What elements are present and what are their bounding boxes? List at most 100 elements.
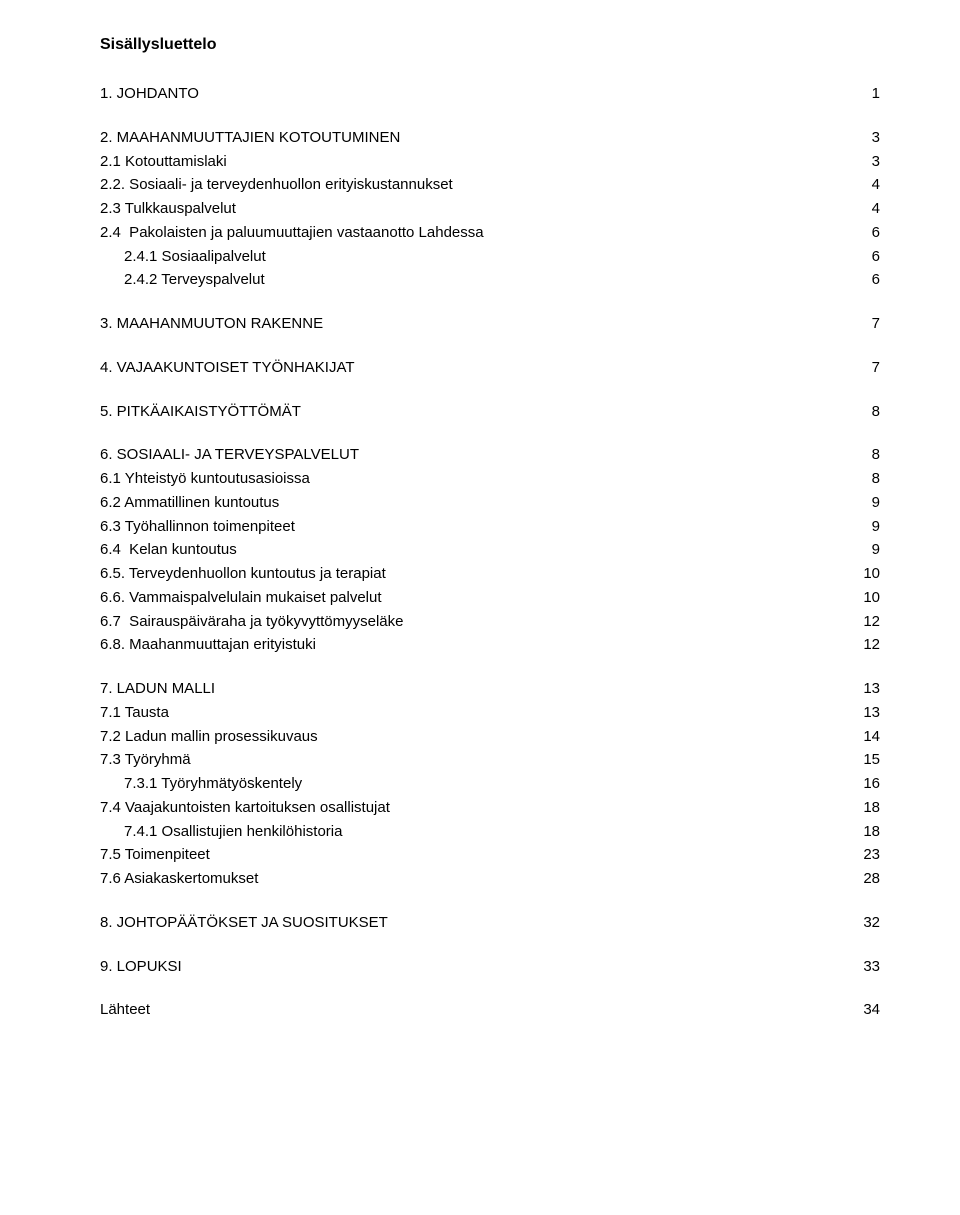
toc-entry: 2.1 Kotouttamislaki3 <box>100 150 880 174</box>
toc-entry-label: 6.8. Maahanmuuttajan erityistuki <box>100 634 840 656</box>
toc-entry-label: 6.3 Työhallinnon toimenpiteet <box>100 516 840 538</box>
toc-entry-page: 12 <box>840 634 880 656</box>
toc-entry-label: 3. MAAHANMUUTON RAKENNE <box>100 313 840 335</box>
section-spacer <box>100 657 880 677</box>
toc-entry-page: 8 <box>840 444 880 466</box>
toc-entry: 7.2 Ladun mallin prosessikuvaus14 <box>100 725 880 749</box>
toc-entry: 2.4 Pakolaisten ja paluumuuttajien vasta… <box>100 221 880 245</box>
section-spacer <box>100 380 880 400</box>
toc-entry-page: 1 <box>840 83 880 105</box>
toc-entry-label: 6.2 Ammatillinen kuntoutus <box>100 492 840 514</box>
toc-entry: 6.5. Terveydenhuollon kuntoutus ja terap… <box>100 562 880 586</box>
toc-entry: 5. PITKÄAIKAISTYÖTTÖMÄT8 <box>100 400 880 424</box>
toc-entry: 7.3.1 Työryhmätyöskentely16 <box>100 772 880 796</box>
toc-entry-page: 18 <box>840 821 880 843</box>
toc-entry-page: 3 <box>840 151 880 173</box>
toc-entry: 7.1 Tausta13 <box>100 701 880 725</box>
toc-entry-label: 6.7 Sairauspäiväraha ja työkyvyttömyysel… <box>100 611 840 633</box>
toc-entry-page: 12 <box>840 611 880 633</box>
toc-entry-page: 8 <box>840 468 880 490</box>
toc-entry-page: 13 <box>840 678 880 700</box>
toc-entry-page: 16 <box>840 773 880 795</box>
toc-entry-label: 2.4.1 Sosiaalipalvelut <box>124 246 840 268</box>
toc-entry-label: 2.2. Sosiaali- ja terveydenhuollon erity… <box>100 174 840 196</box>
toc-entry: 2. MAAHANMUUTTAJIEN KOTOUTUMINEN3 <box>100 126 880 150</box>
toc-entry: 7.3 Työryhmä15 <box>100 748 880 772</box>
toc-entry-label: 7. LADUN MALLI <box>100 678 840 700</box>
toc-entry-page: 13 <box>840 702 880 724</box>
toc-entry-label: 7.4 Vaajakuntoisten kartoituksen osallis… <box>100 797 840 819</box>
toc-entry-label: 7.1 Tausta <box>100 702 840 724</box>
toc-entry-label: 1. JOHDANTO <box>100 83 840 105</box>
toc-entry: 2.4.2 Terveyspalvelut6 <box>100 268 880 292</box>
toc-entry: 6.1 Yhteistyö kuntoutusasioissa8 <box>100 467 880 491</box>
toc-entry-label: 2.1 Kotouttamislaki <box>100 151 840 173</box>
toc-entry-page: 9 <box>840 516 880 538</box>
toc-entry-page: 9 <box>840 539 880 561</box>
toc-entry-page: 6 <box>840 269 880 291</box>
toc-entry: 6.6. Vammaispalvelulain mukaiset palvelu… <box>100 586 880 610</box>
toc-entry-page: 7 <box>840 357 880 379</box>
toc-entry: 7. LADUN MALLI13 <box>100 677 880 701</box>
toc-entry-label: 2.3 Tulkkauspalvelut <box>100 198 840 220</box>
toc-entry-page: 4 <box>840 198 880 220</box>
toc-entry: 7.4.1 Osallistujien henkilöhistoria18 <box>100 820 880 844</box>
toc-entry: 7.5 Toimenpiteet23 <box>100 843 880 867</box>
section-spacer <box>100 292 880 312</box>
toc-entry-label: 7.6 Asiakaskertomukset <box>100 868 840 890</box>
toc-entry: 1. JOHDANTO1 <box>100 82 880 106</box>
toc-entry-label: 7.3 Työryhmä <box>100 749 840 771</box>
toc-entry-page: 6 <box>840 222 880 244</box>
toc-entry-label: 5. PITKÄAIKAISTYÖTTÖMÄT <box>100 401 840 423</box>
toc-entry-page: 9 <box>840 492 880 514</box>
toc-entry-page: 23 <box>840 844 880 866</box>
toc-entry-page: 28 <box>840 868 880 890</box>
toc-entry-label: 8. JOHTOPÄÄTÖKSET JA SUOSITUKSET <box>100 912 840 934</box>
toc-container: 1. JOHDANTO12. MAAHANMUUTTAJIEN KOTOUTUM… <box>100 82 880 1022</box>
toc-entry-label: 9. LOPUKSI <box>100 956 840 978</box>
toc-entry: 7.6 Asiakaskertomukset28 <box>100 867 880 891</box>
toc-entry: 4. VAJAAKUNTOISET TYÖNHAKIJAT7 <box>100 356 880 380</box>
toc-entry: 6.4 Kelan kuntoutus9 <box>100 538 880 562</box>
toc-entry-label: 6.6. Vammaispalvelulain mukaiset palvelu… <box>100 587 840 609</box>
toc-entry-label: Lähteet <box>100 999 840 1021</box>
section-spacer <box>100 336 880 356</box>
toc-entry: 9. LOPUKSI33 <box>100 955 880 979</box>
toc-entry: Lähteet34 <box>100 998 880 1022</box>
toc-entry: 6.3 Työhallinnon toimenpiteet9 <box>100 515 880 539</box>
toc-entry-label: 6. SOSIAALI- JA TERVEYSPALVELUT <box>100 444 840 466</box>
toc-entry: 7.4 Vaajakuntoisten kartoituksen osallis… <box>100 796 880 820</box>
page-title: Sisällysluettelo <box>100 36 880 54</box>
toc-entry-label: 7.2 Ladun mallin prosessikuvaus <box>100 726 840 748</box>
toc-entry-label: 2.4 Pakolaisten ja paluumuuttajien vasta… <box>100 222 840 244</box>
toc-entry-page: 10 <box>840 563 880 585</box>
toc-entry-label: 7.3.1 Työryhmätyöskentely <box>124 773 840 795</box>
toc-entry: 2.4.1 Sosiaalipalvelut6 <box>100 245 880 269</box>
toc-entry-page: 6 <box>840 246 880 268</box>
toc-entry-page: 8 <box>840 401 880 423</box>
toc-entry: 6.7 Sairauspäiväraha ja työkyvyttömyysel… <box>100 610 880 634</box>
toc-entry: 8. JOHTOPÄÄTÖKSET JA SUOSITUKSET32 <box>100 911 880 935</box>
toc-entry-page: 34 <box>840 999 880 1021</box>
toc-entry: 6.2 Ammatillinen kuntoutus9 <box>100 491 880 515</box>
toc-entry-label: 7.5 Toimenpiteet <box>100 844 840 866</box>
section-spacer <box>100 891 880 911</box>
toc-entry: 2.2. Sosiaali- ja terveydenhuollon erity… <box>100 173 880 197</box>
toc-entry-label: 6.4 Kelan kuntoutus <box>100 539 840 561</box>
section-spacer <box>100 978 880 998</box>
toc-entry-label: 6.1 Yhteistyö kuntoutusasioissa <box>100 468 840 490</box>
toc-entry-label: 6.5. Terveydenhuollon kuntoutus ja terap… <box>100 563 840 585</box>
section-spacer <box>100 106 880 126</box>
toc-entry: 3. MAAHANMUUTON RAKENNE7 <box>100 312 880 336</box>
toc-entry-page: 3 <box>840 127 880 149</box>
toc-entry: 2.3 Tulkkauspalvelut4 <box>100 197 880 221</box>
toc-entry-label: 2. MAAHANMUUTTAJIEN KOTOUTUMINEN <box>100 127 840 149</box>
toc-entry-page: 10 <box>840 587 880 609</box>
section-spacer <box>100 935 880 955</box>
toc-entry-page: 33 <box>840 956 880 978</box>
document-page: Sisällysluettelo 1. JOHDANTO12. MAAHANMU… <box>0 0 960 1215</box>
toc-entry-label: 7.4.1 Osallistujien henkilöhistoria <box>124 821 840 843</box>
toc-entry-page: 4 <box>840 174 880 196</box>
toc-entry: 6.8. Maahanmuuttajan erityistuki12 <box>100 633 880 657</box>
toc-entry-page: 15 <box>840 749 880 771</box>
